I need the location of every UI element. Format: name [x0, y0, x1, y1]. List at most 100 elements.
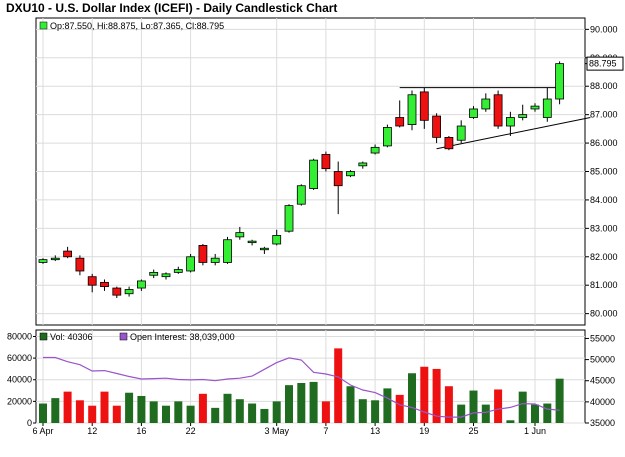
candle-body: [272, 235, 282, 245]
volume-bar: [408, 373, 416, 423]
candle-body: [63, 250, 72, 258]
volume-bar: [198, 393, 207, 423]
x-tick-label: 12: [87, 426, 97, 436]
volume-tick-label: 60000: [7, 353, 32, 363]
candle-body: [395, 117, 405, 127]
volume-legend-swatch: [39, 332, 48, 341]
candle-body: [321, 154, 331, 170]
candle-body: [247, 240, 257, 244]
volume-bar: [186, 405, 195, 423]
candle-body: [432, 115, 442, 138]
candle-body: [382, 127, 392, 147]
x-tick-label: 13: [370, 426, 380, 436]
oi-tick-label: 35000: [590, 418, 615, 428]
candle-body: [161, 273, 171, 278]
x-tick-label: 6 Apr: [32, 426, 53, 436]
candle-body: [370, 146, 380, 154]
last-price-tag-text: 88.795: [589, 59, 617, 69]
candle-body: [284, 205, 294, 232]
open-interest-legend-swatch: [119, 332, 128, 341]
volume-bar: [309, 381, 318, 423]
volume-bar: [272, 401, 281, 423]
price-tick-label: 90.000: [590, 24, 618, 34]
candle-body: [112, 287, 122, 296]
volume-bar: [112, 405, 121, 423]
volume-bar: [518, 391, 527, 423]
candle-body: [124, 289, 134, 295]
candle-body: [530, 105, 540, 110]
candle-body: [223, 239, 232, 263]
volume-bar: [321, 401, 330, 423]
volume-bar: [235, 399, 244, 423]
candle-body: [542, 98, 552, 118]
volume-bar: [100, 391, 109, 423]
volume-bar: [63, 391, 72, 423]
candle-body: [75, 257, 85, 272]
price-legend: Op:87.550, Hi:88.875, Lo:87.365, Cl:88.7…: [39, 21, 224, 31]
candles: [38, 61, 564, 298]
candle-body: [407, 94, 417, 125]
candle-body: [296, 185, 306, 205]
trendlines: [399, 87, 591, 150]
open-interest-axis-right: 35000 40000 45000 50000 55000: [585, 333, 615, 428]
price-tick-label: 80.000: [590, 309, 618, 319]
volume-bar: [469, 390, 478, 423]
chart-title: DXU10 - U.S. Dollar Index (ICEFI) - Dail…: [6, 1, 337, 15]
volume-bar: [444, 386, 453, 423]
x-tick-label: 1 Jun: [524, 426, 546, 436]
volume-bar: [457, 404, 466, 423]
volume-bar: [346, 386, 355, 423]
volume-bar: [223, 393, 232, 423]
volume-bar: [531, 404, 539, 423]
candle-body: [456, 125, 466, 141]
price-tick-label: 83.000: [590, 223, 618, 233]
volume-tick-label: 80000: [7, 331, 32, 341]
volume-bar: [371, 400, 380, 423]
candle-body: [444, 136, 454, 150]
oi-tick-label: 45000: [590, 376, 615, 386]
candle-body: [481, 98, 491, 110]
volume-legend-text: Vol: 40306: [50, 332, 93, 342]
volume-bar: [162, 405, 170, 423]
candle-body: [149, 272, 159, 276]
open-interest-legend-text: Open Interest: 38,039,000: [130, 332, 235, 342]
price-tick-label: 86.000: [590, 138, 618, 148]
candle-body: [469, 108, 478, 118]
oi-tick-label: 50000: [590, 355, 615, 365]
price-tick-label: 88.000: [590, 81, 618, 91]
volume-bar: [260, 408, 269, 423]
volume-bar: [506, 420, 515, 423]
price-legend-swatch: [39, 21, 48, 30]
volume-bar: [297, 382, 306, 423]
price-tick-label: 84.000: [590, 195, 618, 205]
volume-bar: [395, 394, 404, 423]
candle-body: [198, 245, 208, 263]
volume-bar: [555, 378, 564, 423]
volume-bar: [39, 403, 47, 423]
candle-body: [518, 114, 528, 118]
price-legend-text: Op:87.550, Hi:88.875, Lo:87.365, Cl:88.7…: [50, 21, 224, 31]
volume-bar: [543, 403, 552, 423]
volume-bar: [358, 399, 367, 423]
price-tick-label: 81.000: [590, 280, 618, 290]
volume-bar: [420, 366, 429, 423]
volume-bar: [432, 368, 441, 423]
volume-tick-label: 40000: [7, 375, 32, 385]
candle-body: [333, 171, 343, 187]
volume-bar: [383, 388, 392, 423]
volume-bars: [39, 348, 564, 423]
candle-body: [100, 281, 109, 288]
candle-body: [210, 257, 220, 263]
candle-body: [555, 63, 564, 100]
volume-bar: [51, 398, 60, 423]
volume-bar: [174, 401, 183, 423]
candle-body: [346, 171, 355, 177]
volume-bar: [125, 392, 134, 423]
volume-axis-left: 0 20000 40000 60000 80000: [7, 331, 36, 428]
oi-tick-label: 40000: [590, 397, 615, 407]
open-interest-line: [43, 356, 560, 418]
candle-body: [173, 269, 183, 273]
x-tick-label: 25: [468, 426, 478, 436]
